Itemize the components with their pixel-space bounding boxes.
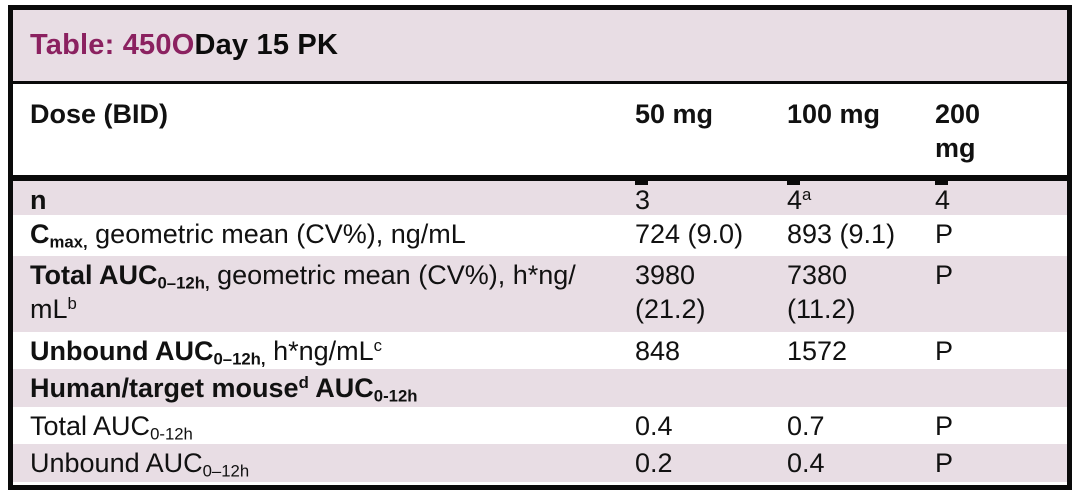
table-row: Human/target moused AUC0-12h <box>13 369 1067 407</box>
row-label: Cmax, geometric mean (CV%), ng/mL <box>30 219 466 252</box>
header-col-50mg: 50 mg <box>635 99 714 129</box>
cell-50mg <box>635 369 787 407</box>
header-dose-label: Dose (BID) <box>30 99 169 129</box>
cell-100mg: 4a <box>787 184 812 215</box>
cell-100mg: 7380 (11.2) <box>787 260 856 324</box>
row-label: Unbound AUC0–12h <box>30 448 250 481</box>
table-row: Total AUC0–12h, geometric mean (CV%), h*… <box>13 256 1067 332</box>
cell-200mg: P <box>935 336 954 366</box>
table-row: Unbound AUC0–12h, h*ng/mLc 848 1572 P <box>13 332 1067 369</box>
cell-200mg: P <box>935 219 954 249</box>
cell-50mg: 0.2 <box>635 448 673 478</box>
cell-50mg: 848 <box>635 336 681 366</box>
cell-200mg: 4 <box>935 185 951 215</box>
row-label: n <box>30 185 47 215</box>
column-divider-tick <box>935 181 948 185</box>
row-label: Total AUC0-12h <box>30 411 193 444</box>
table-title-text: Day 15 PK <box>194 29 339 61</box>
cell-50mg: 3980 (21.2) <box>635 260 706 324</box>
table-row: n 3 4a 4 <box>13 181 1067 215</box>
cell-50mg: 0.4 <box>635 411 673 441</box>
table-row: Total AUC0-12h 0.4 0.7 P <box>13 407 1067 444</box>
column-divider-tick <box>635 181 648 185</box>
table-title: Table: 450O Day 15 PK <box>13 10 1067 84</box>
row-label: Unbound AUC0–12h, h*ng/mLc <box>30 335 383 369</box>
cell-50mg: 3 <box>635 185 651 215</box>
pk-table: Table: 450O Day 15 PK Dose (BID) 50 mg 1… <box>8 5 1072 490</box>
cell-200mg: P <box>935 448 954 478</box>
table-header-row: Dose (BID) 50 mg 100 mg 200 mg <box>13 84 1067 181</box>
cell-50mg: 724 (9.0) <box>635 219 744 249</box>
table-title-number: Table: 450O <box>30 29 195 61</box>
cell-200mg: P <box>935 411 954 441</box>
cell-200mg: P <box>935 260 954 290</box>
row-label: Human/target moused AUC0-12h <box>30 372 418 406</box>
cell-100mg <box>787 369 935 407</box>
table-rows: n 3 4a 4 Cmax, geometric mean (CV%), ng/… <box>13 181 1067 482</box>
header-col-100mg: 100 mg <box>787 99 881 129</box>
column-divider-tick <box>787 181 800 185</box>
cell-100mg: 0.7 <box>787 411 825 441</box>
cell-100mg: 0.4 <box>787 448 825 478</box>
header-col-200mg: 200 mg <box>935 99 981 163</box>
table-row: Cmax, geometric mean (CV%), ng/mL 724 (9… <box>13 215 1067 256</box>
table-row: Unbound AUC0–12h 0.2 0.4 P <box>13 444 1067 482</box>
cell-100mg: 893 (9.1) <box>787 219 896 249</box>
cell-100mg: 1572 <box>787 336 848 366</box>
row-label: Total AUC0–12h, geometric mean (CV%), h*… <box>30 260 576 324</box>
cell-200mg <box>935 369 1067 407</box>
